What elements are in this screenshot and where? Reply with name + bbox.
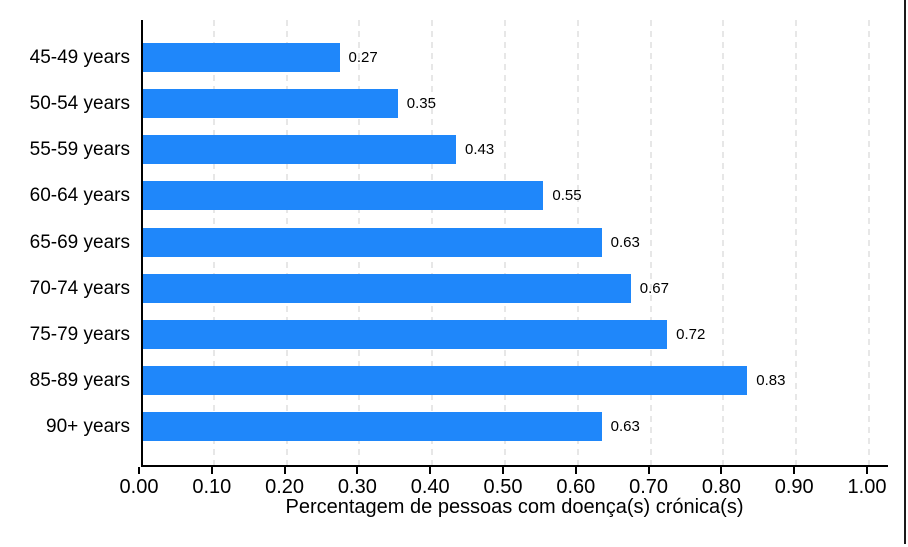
x-tick-label: 1.00 <box>847 476 887 498</box>
bar <box>143 227 602 257</box>
bar <box>143 135 457 165</box>
category-label: 90+ years <box>46 416 130 438</box>
x-tick-label: 0.00 <box>119 476 159 498</box>
x-tick-mark <box>793 467 796 474</box>
bar-value-label: 0.63 <box>610 418 640 436</box>
gridline <box>868 20 870 465</box>
bar-value-label: 0.27 <box>348 49 378 66</box>
x-tick-mark <box>574 467 577 474</box>
x-tick-mark <box>356 467 359 474</box>
x-tick-label: 0.20 <box>265 476 305 498</box>
screen-right-edge-line <box>904 0 906 544</box>
category-label: 65-69 years <box>29 231 130 253</box>
bar-value-label: 0.72 <box>676 325 706 343</box>
x-tick-label: 0.10 <box>192 476 232 498</box>
category-label: 50-54 years <box>29 93 130 115</box>
x-tick-mark <box>283 467 286 474</box>
x-tick-mark <box>866 467 868 474</box>
x-axis-title: Percentagem de pessoas com doença(s) cró… <box>285 496 744 518</box>
bar-value-label: 0.55 <box>552 187 582 205</box>
x-tick-mark <box>720 467 723 474</box>
y-axis-category-labels: 45-49 years 50-54 years 55-59 years 60-64 y… <box>0 20 130 467</box>
category-label: 60-64 years <box>29 185 130 207</box>
x-tick-label: 0.80 <box>701 476 741 498</box>
x-tick-label: 0.40 <box>410 476 450 498</box>
category-label: 45-49 years <box>29 47 130 68</box>
bar <box>143 366 748 396</box>
x-tick-label: 0.50 <box>483 476 523 498</box>
bar <box>143 181 544 211</box>
gridline <box>722 20 725 465</box>
x-tick-label: 0.30 <box>337 476 377 498</box>
category-label: 85-89 years <box>29 370 130 392</box>
bar <box>143 273 631 303</box>
x-tick-mark <box>502 467 504 474</box>
bar-value-label: 0.63 <box>610 233 640 251</box>
gridline <box>795 20 798 465</box>
x-tick-mark <box>210 467 213 474</box>
bar-value-label: 0.67 <box>639 279 669 297</box>
plot-area: 0.27 0.35 0.43 0.55 0.63 0.67 0.72 0.83 0.63 <box>141 20 888 467</box>
category-label: 75-79 years <box>29 323 130 345</box>
x-tick-label: 0.70 <box>629 476 669 498</box>
x-tick-label: 0.60 <box>556 476 596 498</box>
bar-value-label: 0.83 <box>756 372 786 390</box>
gridline <box>649 20 652 465</box>
x-tick-label: 0.90 <box>774 476 814 498</box>
category-label: 55-59 years <box>29 139 130 161</box>
x-axis-ticks: 0.00 0.10 0.20 0.30 0.40 0.50 0.60 0.70 0.80 0.90… <box>120 467 888 547</box>
x-tick-mark <box>647 467 650 474</box>
bar <box>143 43 340 72</box>
bar <box>143 89 398 119</box>
bar <box>143 412 602 442</box>
bar-value-label: 0.35 <box>406 95 436 113</box>
bar-value-label: 0.43 <box>465 141 495 159</box>
category-label: 70-74 years <box>29 277 130 299</box>
x-tick-mark <box>138 467 140 474</box>
x-tick-mark <box>429 467 432 474</box>
bar <box>143 319 668 349</box>
